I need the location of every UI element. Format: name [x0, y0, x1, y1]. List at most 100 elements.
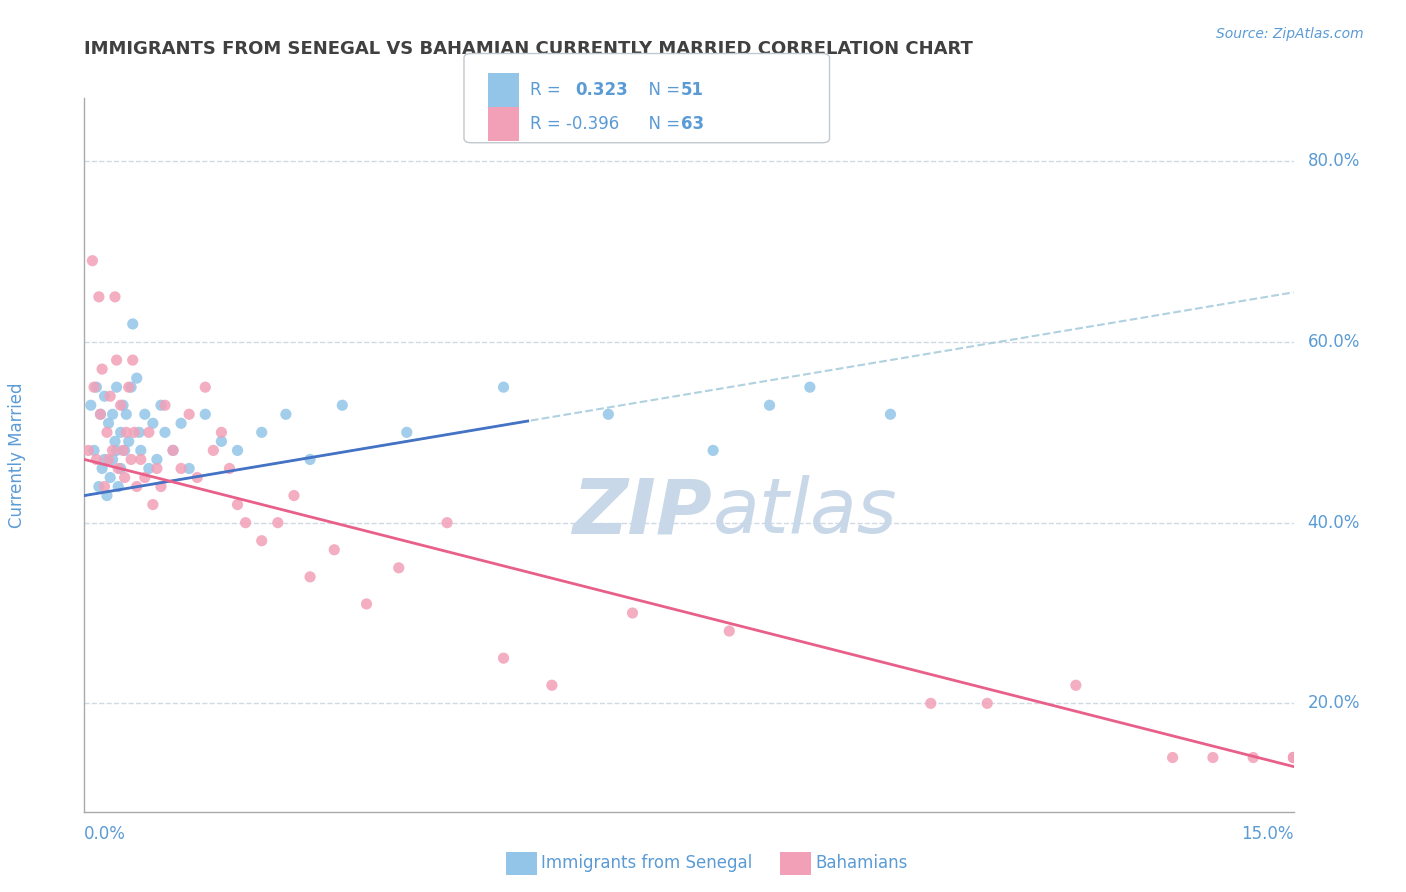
- Point: [621, 606, 644, 620]
- Text: 0.323: 0.323: [575, 81, 628, 99]
- Point: [114, 443, 136, 458]
- Text: 51: 51: [681, 81, 703, 99]
- Point: [91, 461, 114, 475]
- Point: [149, 479, 172, 493]
- Point: [702, 443, 724, 458]
- Point: [142, 417, 165, 431]
- Text: ZIP: ZIP: [574, 475, 713, 549]
- Text: R =: R =: [530, 81, 571, 99]
- Text: 15.0%: 15.0%: [1241, 825, 1294, 843]
- Point: [101, 452, 124, 467]
- Point: [91, 362, 114, 376]
- Point: [1282, 750, 1305, 764]
- Point: [89, 407, 111, 421]
- Point: [1064, 678, 1087, 692]
- Point: [82, 253, 104, 268]
- Point: [83, 443, 105, 458]
- Point: [104, 434, 127, 449]
- Point: [299, 570, 322, 584]
- Point: [80, 398, 103, 412]
- Point: [492, 651, 515, 665]
- Point: [356, 597, 378, 611]
- Point: [330, 398, 353, 412]
- Point: [96, 489, 118, 503]
- Text: 80.0%: 80.0%: [1308, 153, 1360, 170]
- Point: [153, 398, 176, 412]
- Point: [86, 380, 108, 394]
- Point: [107, 479, 129, 493]
- Point: [125, 479, 148, 493]
- Point: [97, 417, 120, 431]
- Point: [89, 407, 111, 421]
- Point: [250, 533, 273, 548]
- Point: [395, 425, 418, 440]
- Point: [93, 452, 115, 467]
- Point: [134, 470, 156, 484]
- Point: [146, 461, 169, 475]
- Text: 60.0%: 60.0%: [1308, 333, 1360, 351]
- Point: [323, 542, 346, 557]
- Text: Immigrants from Senegal: Immigrants from Senegal: [541, 855, 752, 872]
- Point: [541, 678, 564, 692]
- Point: [235, 516, 257, 530]
- Point: [879, 407, 901, 421]
- Point: [114, 470, 136, 484]
- Point: [267, 516, 290, 530]
- Point: [226, 498, 249, 512]
- Point: [920, 696, 942, 710]
- Point: [120, 380, 142, 394]
- Point: [124, 425, 146, 440]
- Point: [77, 443, 100, 458]
- Point: [492, 380, 515, 394]
- Point: [105, 380, 128, 394]
- Point: [186, 470, 208, 484]
- Point: [86, 452, 108, 467]
- Text: N =: N =: [638, 115, 686, 133]
- Point: [299, 452, 322, 467]
- Text: 20.0%: 20.0%: [1308, 694, 1360, 713]
- Point: [125, 371, 148, 385]
- Point: [218, 461, 240, 475]
- Point: [142, 498, 165, 512]
- Point: [799, 380, 821, 394]
- Point: [97, 452, 120, 467]
- Point: [121, 353, 143, 368]
- Text: N =: N =: [638, 81, 686, 99]
- Point: [138, 425, 160, 440]
- Point: [87, 479, 110, 493]
- Point: [1282, 750, 1305, 764]
- Point: [110, 461, 132, 475]
- Point: [170, 461, 193, 475]
- Point: [194, 380, 217, 394]
- Point: [118, 434, 141, 449]
- Point: [112, 398, 135, 412]
- Point: [138, 461, 160, 475]
- Point: [170, 417, 193, 431]
- Point: [202, 443, 225, 458]
- Point: [120, 452, 142, 467]
- Point: [436, 516, 458, 530]
- Point: [110, 425, 132, 440]
- Point: [105, 443, 128, 458]
- Point: [758, 398, 780, 412]
- Point: [209, 434, 232, 449]
- Point: [115, 407, 138, 421]
- Text: Source: ZipAtlas.com: Source: ZipAtlas.com: [1216, 27, 1364, 41]
- Point: [388, 561, 411, 575]
- Point: [226, 443, 249, 458]
- Point: [162, 443, 184, 458]
- Point: [1282, 750, 1305, 764]
- Point: [179, 461, 201, 475]
- Point: [1202, 750, 1225, 764]
- Text: Bahamians: Bahamians: [815, 855, 908, 872]
- Text: R = -0.396: R = -0.396: [530, 115, 619, 133]
- Point: [976, 696, 998, 710]
- Point: [128, 425, 150, 440]
- Point: [718, 624, 741, 638]
- Point: [162, 443, 184, 458]
- Point: [107, 461, 129, 475]
- Point: [250, 425, 273, 440]
- Point: [121, 317, 143, 331]
- Point: [598, 407, 620, 421]
- Point: [274, 407, 297, 421]
